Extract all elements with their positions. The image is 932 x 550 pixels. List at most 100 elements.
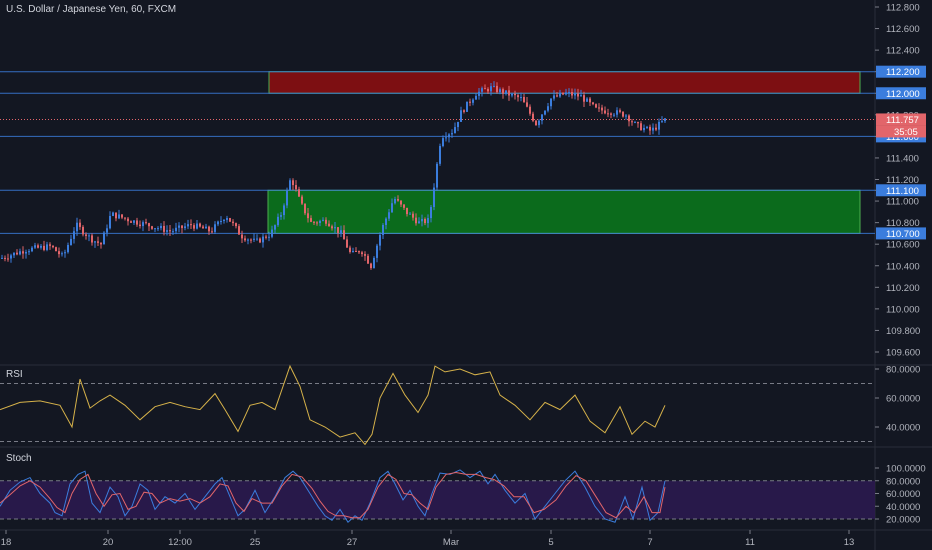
candle-body (22, 251, 24, 254)
candle-body (412, 213, 414, 218)
candle-body (583, 95, 585, 102)
candle-body (391, 203, 393, 213)
stoch-tick-label: 60.0000 (886, 489, 920, 500)
candle-body (619, 110, 621, 112)
candle-body (592, 102, 594, 105)
candle-body (535, 120, 537, 126)
level-badge (876, 227, 926, 240)
candle-body (88, 235, 90, 237)
price-tick-label: 110.800 (886, 218, 920, 229)
candle-body (502, 89, 504, 94)
rsi-line (0, 364, 666, 446)
candle-body (646, 126, 648, 128)
candle-body (613, 114, 615, 116)
candle-body (544, 110, 546, 115)
candle-body (58, 251, 60, 255)
candle-body (394, 199, 396, 204)
candle-body (373, 257, 375, 269)
candle-body (19, 251, 21, 255)
candle-body (10, 255, 12, 259)
candle-body (274, 225, 276, 230)
level-badge (876, 65, 926, 78)
candle-body (256, 238, 258, 240)
candle-body (76, 222, 78, 232)
candle-body (349, 247, 351, 252)
candle-body (34, 245, 36, 248)
candle-body (496, 85, 498, 93)
candle-body (94, 241, 96, 243)
last-price-badge (876, 113, 926, 126)
candle-body (448, 134, 450, 138)
candle-body (85, 234, 87, 236)
candle-body (556, 95, 558, 97)
countdown-label: 35:05 (894, 127, 918, 138)
candle-body (439, 146, 441, 164)
rsi-tick-label: 40.0000 (886, 423, 920, 434)
price-tick-label: 110.400 (886, 261, 920, 272)
candle-body (220, 221, 222, 223)
candle-body (538, 120, 540, 126)
candle-body (433, 187, 435, 208)
price-tick-label: 111.000 (886, 197, 919, 208)
candle-body (430, 207, 432, 219)
candle-body (385, 218, 387, 225)
candle-body (229, 218, 231, 222)
candle-body (499, 89, 501, 93)
price-tick-label: 112.400 (886, 46, 920, 57)
candle-body (298, 189, 300, 197)
candle-body (589, 98, 591, 103)
time-tick-label: 20 (103, 537, 114, 548)
candle-body (628, 115, 630, 122)
candle-body (331, 226, 333, 229)
candle-body (625, 115, 627, 117)
candle-body (469, 101, 471, 103)
candle-body (553, 95, 555, 99)
candle-body (523, 97, 525, 103)
candle-body (508, 90, 510, 96)
candle-body (664, 118, 666, 122)
candle-body (1, 257, 3, 259)
level-badge-label: 110.700 (886, 229, 920, 240)
level-badge-label: 111.100 (886, 186, 919, 197)
candle-body (601, 107, 603, 111)
candle-body (109, 215, 111, 229)
candle-body (574, 93, 576, 96)
candle-body (580, 95, 582, 97)
candle-body (265, 236, 267, 238)
price-tick-label: 109.600 (886, 348, 920, 359)
candle-body (634, 122, 636, 124)
candle-body (247, 239, 249, 241)
candle-body (382, 224, 384, 235)
candle-body (445, 137, 447, 139)
candle-body (325, 219, 327, 224)
candle-body (79, 222, 81, 227)
candle-body (91, 235, 93, 243)
candle-body (148, 223, 150, 227)
candle-body (55, 247, 57, 252)
candle-body (73, 231, 75, 239)
candle-body (616, 110, 618, 115)
candle-body (343, 230, 345, 240)
candle-body (217, 221, 219, 225)
candle-body (478, 91, 480, 96)
candle-body (409, 213, 411, 215)
rsi-tick-label: 80.0000 (886, 365, 920, 376)
candle-body (4, 257, 6, 259)
candle-body (118, 214, 120, 219)
candle-body (610, 113, 612, 115)
candle-body (295, 185, 297, 190)
candle-body (40, 245, 42, 248)
candle-body (202, 226, 204, 229)
price-tick-label: 112.800 (886, 3, 920, 14)
countdown-badge (876, 125, 926, 138)
chart-title: U.S. Dollar / Japanese Yen, 60, FXCM (6, 4, 177, 15)
candle-body (61, 253, 63, 255)
candle-body (31, 247, 33, 252)
candle-body (25, 252, 27, 254)
candle-body (490, 86, 492, 92)
candle-body (427, 218, 429, 224)
candle-body (577, 93, 579, 97)
candle-body (346, 239, 348, 248)
candle-body (460, 110, 462, 122)
